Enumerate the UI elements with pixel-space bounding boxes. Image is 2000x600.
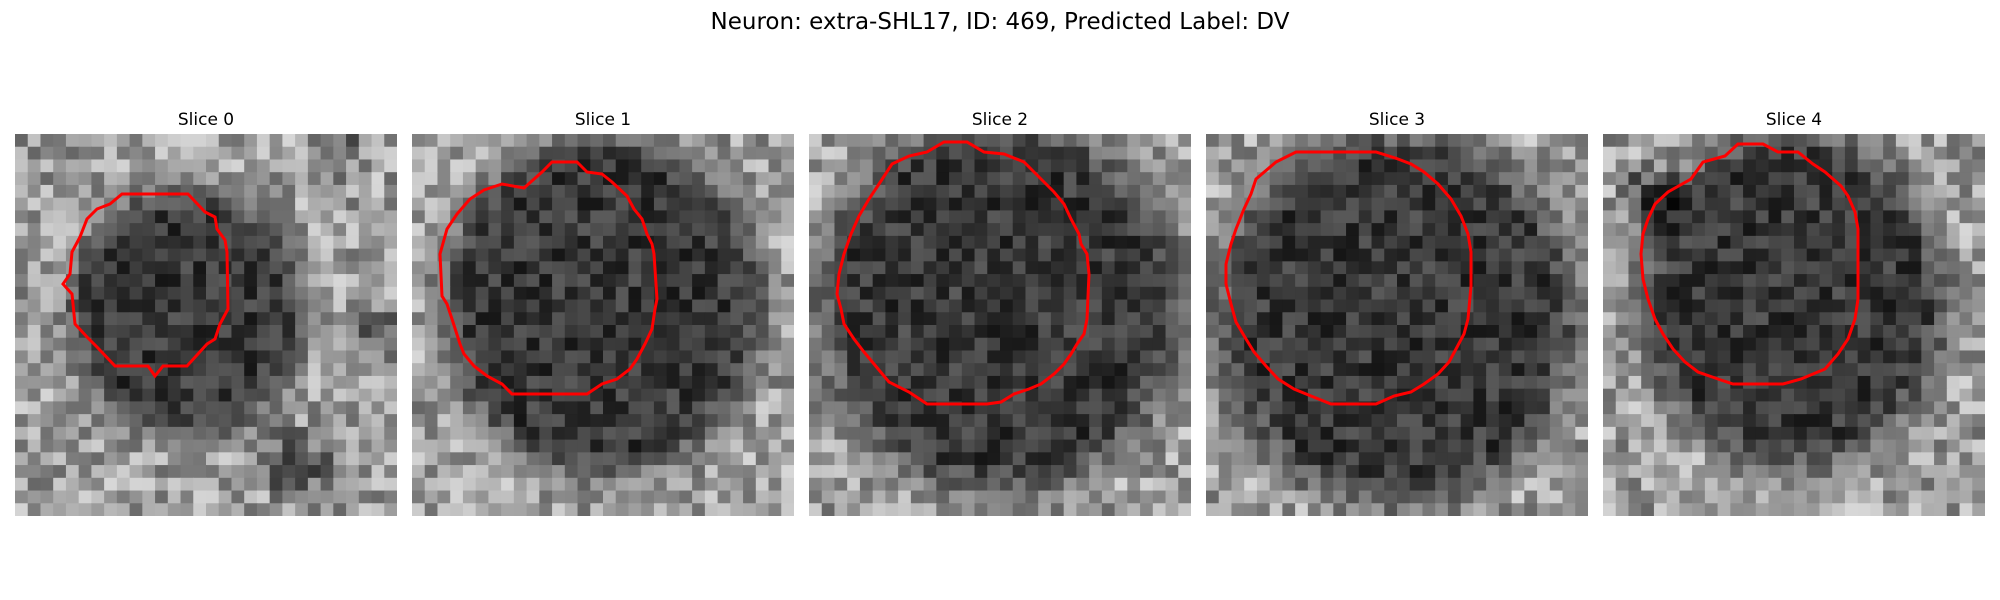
cell-contour (1224, 150, 1473, 406)
slice-panel-4: Slice 4 (1603, 108, 1985, 518)
slice-title-2: Slice 2 (971, 110, 1029, 130)
slice-panel-3: Slice 3 (1206, 108, 1588, 518)
slice-image-2 (809, 134, 1191, 516)
cell-contour (61, 192, 230, 379)
slice-image-0 (15, 134, 397, 516)
slice-image-3 (1206, 134, 1588, 516)
slice-title-3: Slice 3 (1368, 110, 1426, 130)
cell-contour (438, 160, 659, 396)
slice-panel-1: Slice 1 (412, 108, 794, 518)
cell-contour (835, 140, 1091, 406)
figure-title: Neuron: extra-SHL17, ID: 469, Predicted … (710, 9, 1290, 35)
slice-image-1 (412, 134, 794, 516)
slice-title-1: Slice 1 (574, 110, 632, 130)
slice-image-4 (1603, 134, 1985, 516)
slice-panel-0: Slice 0 (15, 108, 397, 518)
slice-panel-2: Slice 2 (809, 108, 1191, 518)
slice-title-4: Slice 4 (1765, 110, 1823, 130)
slice-title-0: Slice 0 (177, 110, 235, 130)
cell-contour (1639, 142, 1860, 386)
